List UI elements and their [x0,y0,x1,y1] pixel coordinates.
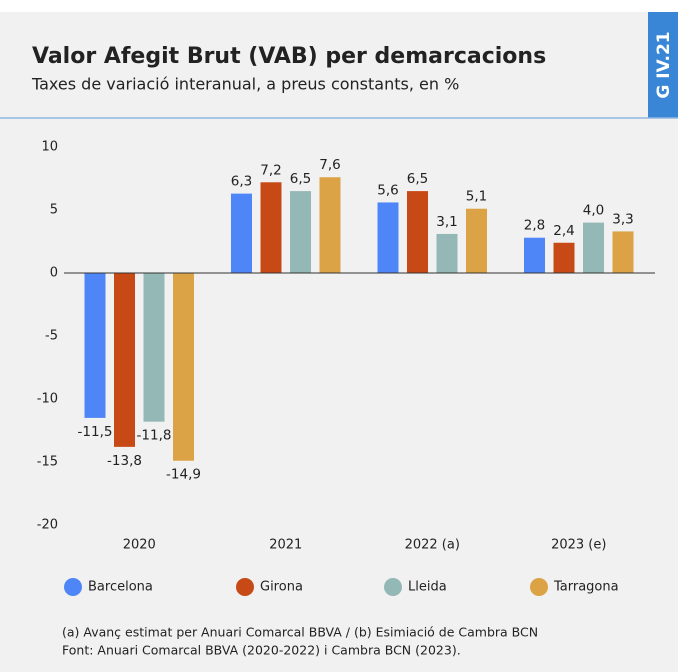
legend-label: Tarragona [553,580,619,595]
value-label: 3,3 [612,211,633,227]
value-label: 2,4 [553,223,574,239]
background [0,12,678,672]
chart-title: Valor Afegit Brut (VAB) per demarcacions [32,44,546,69]
value-label: 2,8 [524,218,545,234]
bar [84,273,106,418]
legend-label: Girona [260,580,303,595]
bar [377,202,399,273]
y-tick-label: -5 [45,329,58,344]
chart-subtitle: Taxes de variació interanual, a preus co… [31,75,459,94]
legend-label: Lleida [408,580,447,595]
legend-swatch [236,578,254,596]
bar [612,231,634,273]
y-tick-label: -15 [37,455,58,470]
value-label: 6,5 [407,171,428,187]
legend-swatch [64,578,82,596]
value-label: -14,9 [166,467,201,483]
tag: G IV.21 [654,31,674,98]
bar [553,242,575,273]
legend-swatch [384,578,402,596]
bar [436,233,458,273]
y-tick-label: 10 [41,140,58,155]
bar [231,193,252,273]
bar [319,177,341,273]
x-tick-label: 2023 (e) [551,538,606,553]
bar [114,273,135,447]
value-label: 6,5 [290,171,311,187]
legend-label: Barcelona [88,580,153,595]
value-label: -13,8 [107,453,142,469]
y-tick-label: 0 [50,266,58,281]
y-tick-label: -20 [37,518,58,533]
y-tick-label: -10 [37,392,58,407]
tag-box [648,12,678,118]
value-label: 7,2 [260,162,281,178]
footnote: Font: Anuari Comarcal BBVA (2020-2022) i… [62,643,461,658]
bar [260,182,282,273]
footnote: (a) Avanç estimat per Anuari Comarcal BB… [62,625,538,640]
bar [524,237,545,273]
bar [407,191,428,273]
x-tick-label: 2022 (a) [405,538,460,553]
value-label: 3,1 [436,214,457,230]
bar [466,208,487,273]
bar [143,273,165,422]
legend-swatch [530,578,548,596]
value-label: 6,3 [231,174,252,190]
y-tick-label: 5 [50,203,58,218]
value-label: -11,5 [78,424,113,440]
x-tick-label: 2020 [123,538,156,553]
x-tick-label: 2021 [269,538,302,553]
bar [173,273,194,461]
bar [583,222,604,273]
value-label: 5,6 [377,182,398,198]
value-label: 7,6 [319,157,340,173]
bar [290,191,311,273]
value-label: 4,0 [583,203,604,219]
value-label: 5,1 [466,189,487,205]
value-label: -11,8 [137,428,172,444]
